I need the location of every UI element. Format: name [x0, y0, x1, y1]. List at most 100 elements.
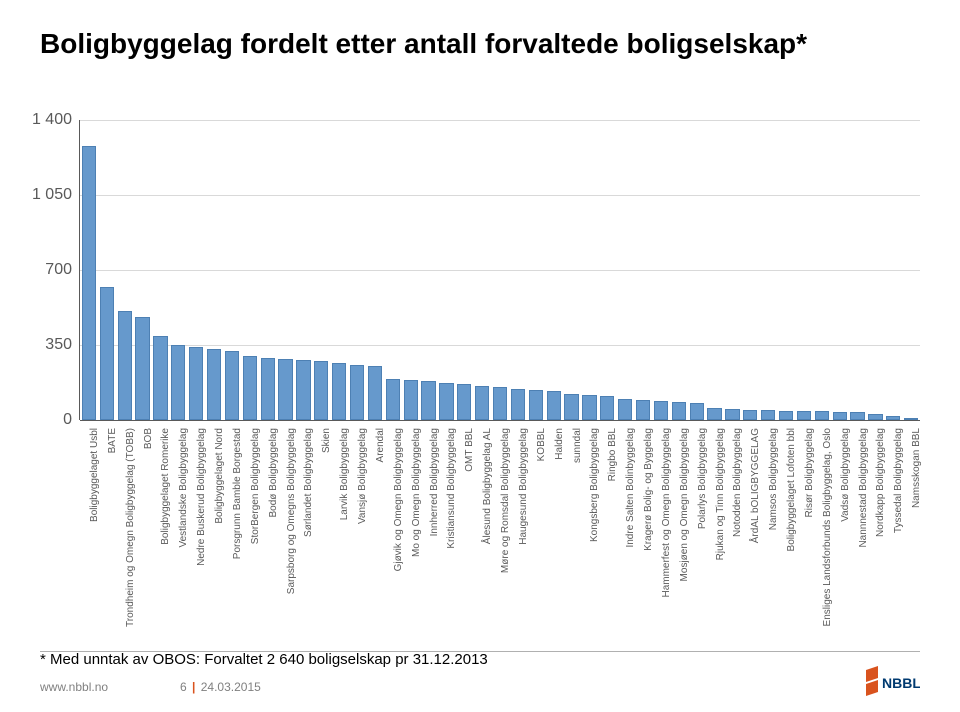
- x-label-slot: Halden: [545, 424, 563, 664]
- x-label-slot: Notodden Boligbyggelag: [724, 424, 742, 664]
- x-label-slot: Sarpsborg og Omegns Boligbyggelag: [277, 424, 295, 664]
- x-label-slot: Rjukan og Tinn Boligbyggelag: [706, 424, 724, 664]
- bar-slot: [616, 120, 634, 420]
- footer-date: 24.03.2015: [201, 680, 261, 694]
- x-axis-labels: Boligbyggelaget UsblBATETrondheim og Ome…: [80, 424, 920, 664]
- x-label-slot: Ensliges Landsforbunds Boligbyggelag, Os…: [813, 424, 831, 664]
- bar-slot: [759, 120, 777, 420]
- bar: [278, 359, 292, 420]
- y-tick-label: 1 400: [22, 111, 72, 129]
- bar-slot: [98, 120, 116, 420]
- bar-slot: [134, 120, 152, 420]
- bar: [439, 383, 453, 421]
- bar-slot: [741, 120, 759, 420]
- bar: [529, 390, 543, 420]
- bar: [833, 412, 847, 420]
- bar: [600, 396, 614, 420]
- bar-slot: [563, 120, 581, 420]
- footer-divider: |: [190, 680, 197, 694]
- bar: [207, 349, 221, 420]
- bar-slot: [670, 120, 688, 420]
- bar: [457, 384, 471, 420]
- y-tick-label: 1 050: [22, 186, 72, 204]
- bar-slot: [330, 120, 348, 420]
- bar-slot: [205, 120, 223, 420]
- bar: [707, 408, 721, 420]
- bar-slot: [116, 120, 134, 420]
- bar-slot: [527, 120, 545, 420]
- bar-slot: [902, 120, 920, 420]
- x-label-slot: Porsgrunn Bamble Borgestad: [223, 424, 241, 664]
- y-axis: 03507001 0501 400: [30, 120, 80, 420]
- bar-slot: [259, 120, 277, 420]
- bar: [118, 311, 132, 420]
- bar-slot: [491, 120, 509, 420]
- x-label-slot: Vadsø Boligbyggelag: [831, 424, 849, 664]
- bar: [225, 351, 239, 420]
- bar: [618, 399, 632, 420]
- page-number: 6: [180, 680, 187, 694]
- x-label-slot: Tyssedal Boligbyggelag: [884, 424, 902, 664]
- bar-slot: [509, 120, 527, 420]
- bar-slot: [706, 120, 724, 420]
- bar: [779, 411, 793, 420]
- x-label-slot: Nannnestad Boligbyggelag: [849, 424, 867, 664]
- bar-slot: [545, 120, 563, 420]
- bar: [350, 365, 364, 420]
- nbbl-logo: NBBL: [866, 666, 920, 698]
- x-label-slot: Kragerø Bolig- og Byggelag: [634, 424, 652, 664]
- bar-slot: [80, 120, 98, 420]
- bar: [564, 394, 578, 420]
- bar: [100, 287, 114, 420]
- x-label-slot: Møre og Romsdal Boligbyggelag: [491, 424, 509, 664]
- bar-slot: [438, 120, 456, 420]
- x-label-slot: Sørlandet Boligbyggelag: [295, 424, 313, 664]
- bar: [82, 146, 96, 420]
- x-axis-line: [80, 420, 920, 421]
- bar-slot: [402, 120, 420, 420]
- y-tick-label: 700: [22, 261, 72, 279]
- bar: [547, 391, 561, 420]
- footer-url: www.nbbl.no: [40, 680, 108, 694]
- y-tick-label: 350: [22, 336, 72, 354]
- bar: [654, 401, 668, 420]
- bars-container: [80, 120, 920, 420]
- x-label-slot: KOBBL: [527, 424, 545, 664]
- bar-slot: [473, 120, 491, 420]
- bar: [171, 345, 185, 420]
- bar: [261, 358, 275, 420]
- bar: [243, 356, 257, 420]
- x-label-slot: Risør Boligbyggelag: [795, 424, 813, 664]
- bar-slot: [277, 120, 295, 420]
- x-axis-label: Namsskogan BBL: [911, 428, 922, 508]
- bar-slot: [169, 120, 187, 420]
- bar-slot: [598, 120, 616, 420]
- x-label-slot: Bodø Boligbyggelag: [259, 424, 277, 664]
- x-label-slot: Vansjø Boligbyggelag: [348, 424, 366, 664]
- x-label-slot: StorBergen Boligbyggelag: [241, 424, 259, 664]
- bar: [725, 409, 739, 420]
- bar-slot: [455, 120, 473, 420]
- bar: [314, 361, 328, 420]
- x-label-slot: Boligbyggelaget Lofoten bbl: [777, 424, 795, 664]
- footnote: * Med unntak av OBOS: Forvaltet 2 640 bo…: [40, 651, 488, 668]
- bar: [493, 387, 507, 420]
- bar: [511, 389, 525, 420]
- x-label-slot: Ringbo BBL: [598, 424, 616, 664]
- x-label-slot: Trondheim og Omegn Boligbyggelag (TOBB): [116, 424, 134, 664]
- x-label-slot: sunndal: [563, 424, 581, 664]
- x-label-slot: Namsos Boligbyggelag: [759, 424, 777, 664]
- bar-slot: [366, 120, 384, 420]
- bar-slot: [581, 120, 599, 420]
- bar-slot: [652, 120, 670, 420]
- x-label-slot: Vestlandske Boligbyggelag: [169, 424, 187, 664]
- bar: [743, 410, 757, 420]
- bar: [815, 411, 829, 420]
- bar: [475, 386, 489, 420]
- bar-chart: [80, 120, 920, 420]
- bar-slot: [295, 120, 313, 420]
- x-label-slot: OMT BBL: [455, 424, 473, 664]
- x-label-slot: Kongsberg Boligbyggelag: [581, 424, 599, 664]
- x-label-slot: Skien: [312, 424, 330, 664]
- bar-slot: [724, 120, 742, 420]
